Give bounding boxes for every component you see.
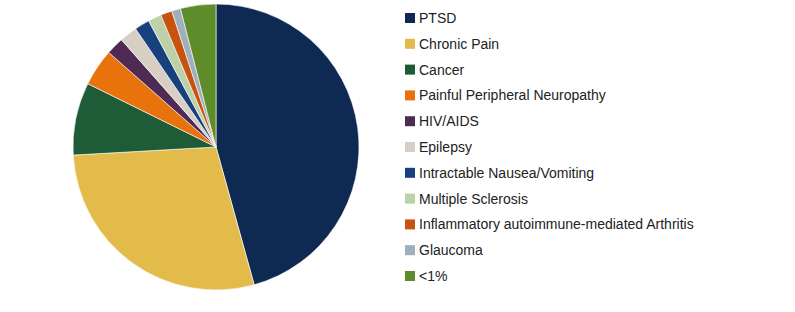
legend-label: Painful Peripheral Neuropathy <box>419 87 606 103</box>
legend-label: Chronic Pain <box>419 36 499 52</box>
legend-swatch <box>405 271 415 281</box>
legend-swatch <box>405 13 415 23</box>
legend-swatch <box>405 65 415 75</box>
legend-label: Glaucoma <box>419 242 483 258</box>
legend-label: Epilepsy <box>419 139 472 155</box>
legend: PTSD Chronic Pain Cancer Painful Peripheral… <box>405 10 694 284</box>
legend-label: Inflammatory autoimmune-mediated Arthrit… <box>419 216 694 232</box>
legend-label: <1% <box>419 268 447 284</box>
legend-swatch <box>405 39 415 49</box>
legend-swatch <box>405 90 415 100</box>
legend-label: PTSD <box>419 10 456 26</box>
legend-swatch <box>405 194 415 204</box>
legend-swatch <box>405 142 415 152</box>
pie-slice <box>73 147 254 290</box>
legend-label: Intractable Nausea/Vomiting <box>419 165 594 181</box>
legend-swatch <box>405 219 415 229</box>
legend-swatch <box>405 168 415 178</box>
legend-label: Cancer <box>419 62 464 78</box>
legend-label: HIV/AIDS <box>419 113 479 129</box>
chart: PTSD Chronic Pain Cancer Painful Peripheral… <box>0 0 795 312</box>
legend-swatch <box>405 245 415 255</box>
legend-label: Multiple Sclerosis <box>419 191 528 207</box>
pie <box>73 4 359 290</box>
chart-container: PTSD Chronic Pain Cancer Painful Peripheral… <box>0 0 795 312</box>
pie-slice <box>180 4 216 147</box>
legend-swatch <box>405 116 415 126</box>
